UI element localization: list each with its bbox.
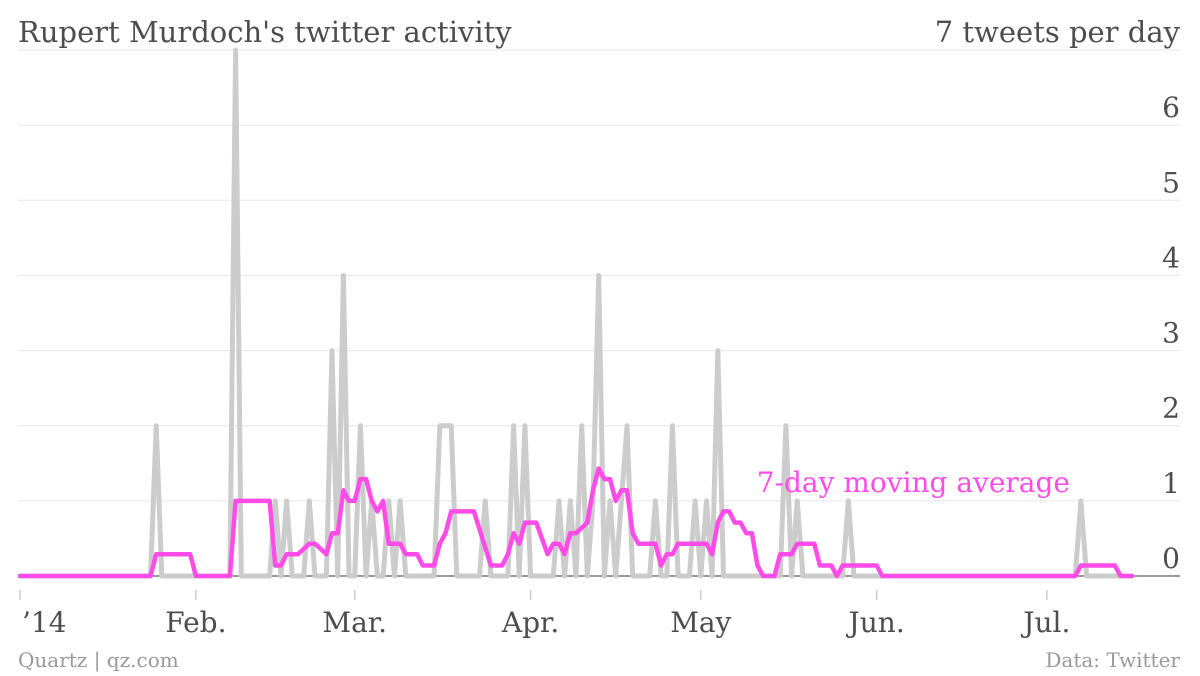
x-tick-label: Mar. xyxy=(322,606,387,639)
y-axis-ticks: 0 1 2 3 4 5 6 xyxy=(1162,91,1180,575)
x-tick-label: Apr. xyxy=(501,606,559,639)
y-tick-label: 3 xyxy=(1162,317,1180,350)
credit-text: Quartz | qz.com xyxy=(18,648,179,673)
x-tick-label: May xyxy=(670,606,731,639)
y-axis-label: 7 tweets per day xyxy=(935,15,1181,49)
source-text: Data: Twitter xyxy=(1045,648,1180,672)
series-label-moving-average: 7-day moving average xyxy=(757,466,1070,499)
y-tick-label: 2 xyxy=(1162,392,1180,425)
x-tick-label: Jul. xyxy=(1020,606,1070,639)
x-tick-label: Jun. xyxy=(846,606,905,639)
y-tick-label: 4 xyxy=(1162,241,1180,274)
series-line-1 xyxy=(17,466,1135,579)
x-tick-label: ’14 xyxy=(22,606,67,639)
y-tick-label: 1 xyxy=(1162,467,1180,500)
y-tick-label: 5 xyxy=(1162,166,1180,199)
y-tick-label: 0 xyxy=(1162,542,1180,575)
y-tick-label: 6 xyxy=(1162,91,1180,124)
x-tick-label: Feb. xyxy=(165,606,226,639)
series-line-0 xyxy=(17,47,1135,579)
x-axis-ticks: ’14 Feb. Mar. Apr. May Jun. Jul. xyxy=(19,590,1070,639)
chart-title: Rupert Murdoch's twitter activity xyxy=(18,15,512,49)
series-lines xyxy=(17,47,1135,579)
